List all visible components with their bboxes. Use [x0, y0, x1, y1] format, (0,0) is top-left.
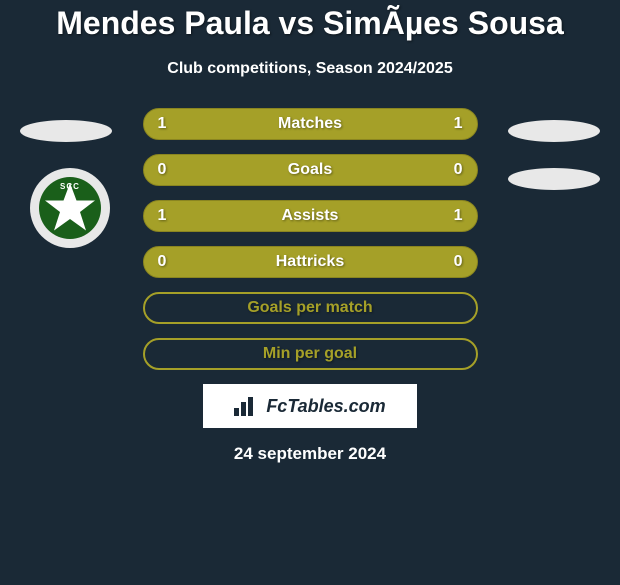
club-badge-icon: SCC — [39, 177, 101, 239]
stat-value-right: 1 — [454, 115, 463, 133]
date-label: 24 september 2024 — [20, 444, 600, 464]
stat-label: Min per goal — [263, 345, 357, 363]
player2-badge-placeholder-1 — [508, 120, 600, 142]
stat-value-left: 1 — [158, 115, 167, 133]
stat-label: Assists — [282, 207, 339, 225]
player1-badge-placeholder — [20, 120, 112, 142]
stat-row-assists: 1 Assists 1 — [143, 200, 478, 232]
stat-value-left: 0 — [158, 253, 167, 271]
stat-value-right: 0 — [454, 161, 463, 179]
stat-row-goals: 0 Goals 0 — [143, 154, 478, 186]
stats-area: SCC 1 Matches 1 0 Goals 0 1 Assists 1 — [20, 108, 600, 370]
stat-label: Goals per match — [247, 299, 372, 317]
player2-badge-placeholder-2 — [508, 168, 600, 190]
subtitle: Club competitions, Season 2024/2025 — [20, 60, 600, 78]
stat-rows: 1 Matches 1 0 Goals 0 1 Assists 1 0 Hatt… — [143, 108, 478, 370]
player1-club-badge: SCC — [30, 168, 110, 248]
stat-label: Hattricks — [276, 253, 344, 271]
page-title: Mendes Paula vs SimÃµes Sousa — [20, 5, 600, 42]
stat-value-left: 1 — [158, 207, 167, 225]
stat-row-hattricks: 0 Hattricks 0 — [143, 246, 478, 278]
chart-icon — [234, 396, 260, 416]
stat-label: Matches — [278, 115, 342, 133]
footer-brand-badge[interactable]: FcTables.com — [203, 384, 417, 428]
club-badge-star-icon — [45, 183, 95, 233]
stat-value-left: 0 — [158, 161, 167, 179]
stat-row-matches: 1 Matches 1 — [143, 108, 478, 140]
stat-value-right: 1 — [454, 207, 463, 225]
stat-row-min-per-goal: Min per goal — [143, 338, 478, 370]
stat-row-goals-per-match: Goals per match — [143, 292, 478, 324]
stat-label: Goals — [288, 161, 332, 179]
footer-brand-text: FcTables.com — [266, 396, 385, 417]
stat-value-right: 0 — [454, 253, 463, 271]
